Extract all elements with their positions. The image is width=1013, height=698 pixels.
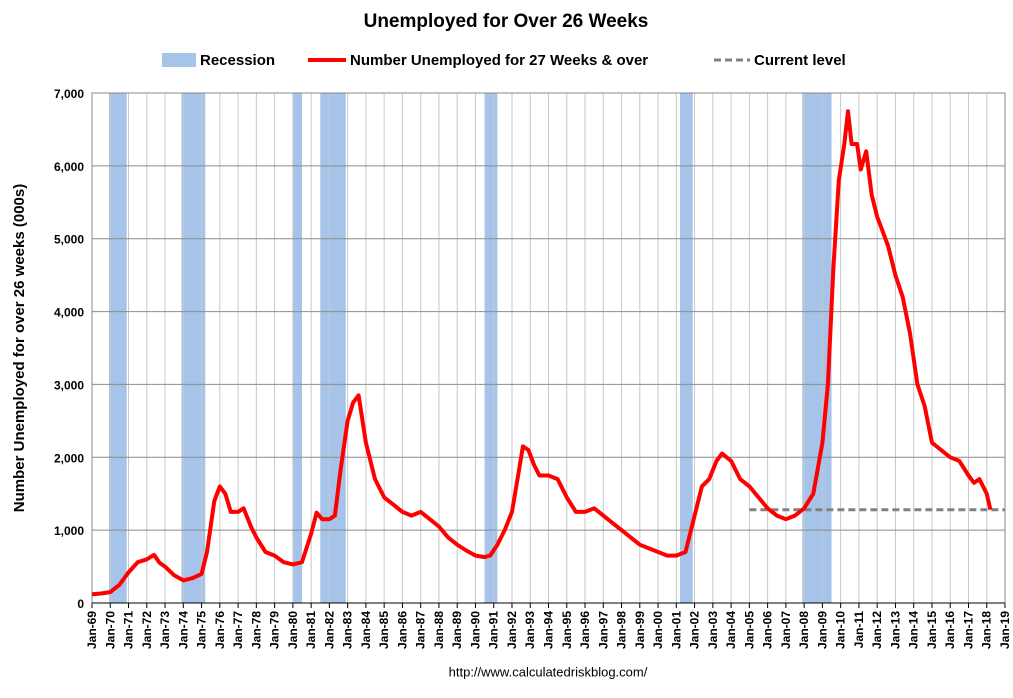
x-tick-label: Jan-07 (779, 611, 793, 649)
y-axis-label: Number Unemployed for over 26 weeks (000… (11, 184, 28, 512)
x-tick-label: Jan-10 (834, 611, 848, 649)
recession-band (320, 93, 346, 603)
recession-band (108, 93, 127, 603)
x-tick-label: Jan-00 (651, 611, 665, 649)
x-tick-label: Jan-86 (395, 611, 409, 649)
x-tick-label: Jan-85 (377, 611, 391, 649)
y-tick-label: 0 (77, 597, 84, 611)
x-tick-label: Jan-93 (523, 611, 537, 649)
x-tick-label: Jan-71 (122, 611, 136, 649)
x-tick-label: Jan-90 (468, 611, 482, 649)
x-tick-label: Jan-15 (925, 611, 939, 649)
x-tick-label: Jan-01 (669, 611, 683, 649)
x-tick-label: Jan-89 (450, 611, 464, 649)
y-tick-label: 5,000 (54, 233, 84, 247)
x-tick-label: Jan-73 (158, 611, 172, 649)
x-tick-label: Jan-84 (359, 611, 373, 649)
x-tick-label: Jan-96 (578, 611, 592, 649)
x-tick-label: Jan-14 (907, 611, 921, 649)
x-tick-label: Jan-94 (542, 611, 556, 649)
x-tick-label: Jan-13 (888, 611, 902, 649)
x-tick-label: Jan-88 (432, 611, 446, 649)
x-tick-label: Jan-17 (961, 611, 975, 649)
x-tick-label: Jan-69 (85, 611, 99, 649)
y-tick-label: 7,000 (54, 87, 84, 101)
x-tick-label: Jan-16 (943, 611, 957, 649)
x-tick-label: Jan-97 (596, 611, 610, 649)
x-tick-label: Jan-09 (815, 611, 829, 649)
x-tick-label: Jan-72 (140, 611, 154, 649)
x-tick-label: Jan-03 (706, 611, 720, 649)
x-tick-label: Jan-99 (633, 611, 647, 649)
x-tick-label: Jan-12 (870, 611, 884, 649)
x-tick-label: Jan-06 (761, 611, 775, 649)
x-tick-label: Jan-04 (724, 611, 738, 649)
y-tick-label: 4,000 (54, 306, 84, 320)
legend-label: Recession (200, 52, 275, 69)
x-tick-label: Jan-87 (414, 611, 428, 649)
x-tick-label: Jan-02 (688, 611, 702, 649)
x-tick-label: Jan-92 (505, 611, 519, 649)
x-tick-label: Jan-83 (341, 611, 355, 649)
x-tick-label: Jan-77 (231, 611, 245, 649)
x-tick-label: Jan-91 (487, 611, 501, 649)
legend-label: Current level (754, 52, 846, 69)
legend-swatch (162, 53, 196, 67)
source: http://www.calculatedriskblog.com/ (449, 664, 648, 679)
x-tick-label: Jan-75 (195, 611, 209, 649)
legend-label: Number Unemployed for 27 Weeks & over (350, 52, 648, 69)
x-tick-label: Jan-80 (286, 611, 300, 649)
x-tick-label: Jan-95 (560, 611, 574, 649)
y-tick-label: 6,000 (54, 160, 84, 174)
x-tick-label: Jan-82 (322, 611, 336, 649)
x-tick-label: Jan-11 (852, 611, 866, 649)
recession-band (802, 93, 832, 603)
recession-band (679, 93, 693, 603)
recession-band (181, 93, 206, 603)
x-tick-label: Jan-70 (103, 611, 117, 649)
y-tick-label: 1,000 (54, 524, 84, 538)
x-tick-label: Jan-98 (615, 611, 629, 649)
chart-title: Unemployed for Over 26 Weeks (364, 11, 649, 32)
y-tick-label: 2,000 (54, 451, 84, 465)
x-tick-label: Jan-18 (980, 611, 994, 649)
recession-band (484, 93, 498, 603)
x-tick-label: Jan-79 (268, 611, 282, 649)
recession-band (292, 93, 302, 603)
x-tick-label: Jan-05 (742, 611, 756, 649)
x-tick-label: Jan-74 (176, 611, 190, 649)
series-line (91, 109, 993, 597)
x-tick-label: Jan-78 (249, 611, 263, 649)
x-tick-label: Jan-08 (797, 611, 811, 649)
x-tick-label: Jan-76 (213, 611, 227, 649)
y-tick-label: 3,000 (54, 378, 84, 392)
x-tick-label: Jan-81 (304, 611, 318, 649)
x-tick-label: Jan-19 (998, 611, 1012, 649)
